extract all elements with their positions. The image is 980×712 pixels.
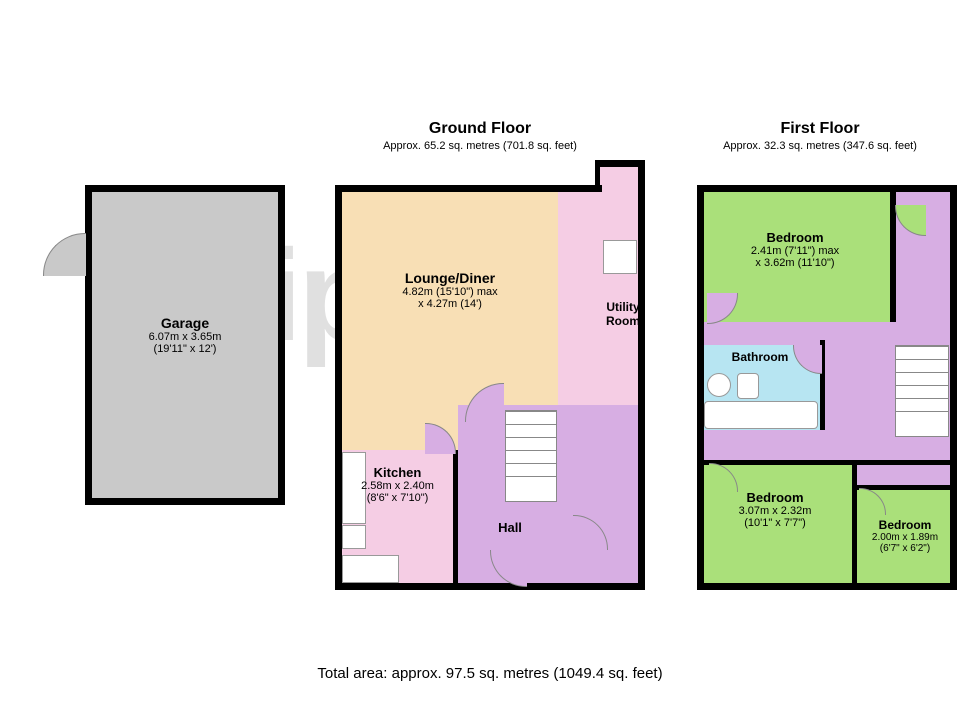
first-floor-subtitle: Approx. 32.3 sq. metres (347.6 sq. feet) <box>690 140 950 152</box>
bedroom3-label: Bedroom 2.00m x 1.89m (6'7" x 6'2") <box>855 518 955 554</box>
first-floor-title: First Floor <box>690 120 950 138</box>
hall-label: Hall <box>480 520 540 535</box>
kitchen-hob <box>342 525 366 549</box>
toilet <box>737 373 759 399</box>
bedroom1-label: Bedroom 2.41m (7'11") max x 3.62m (11'10… <box>705 230 885 269</box>
garage-side-door <box>43 233 86 276</box>
floorplan-stage: Skippers Ground Floor Approx. 65.2 sq. m… <box>0 0 980 712</box>
first-stairs <box>895 345 949 437</box>
landing-below-bath <box>697 430 825 465</box>
kitchen-sink <box>342 555 399 583</box>
ground-stairs <box>505 410 557 502</box>
closet-mid <box>852 460 957 490</box>
kitchen-label: Kitchen 2.58m x 2.40m (8'6" x 7'10") <box>340 465 455 504</box>
utility-label: UtilityRoom <box>598 300 648 329</box>
ground-floor-subtitle: Approx. 65.2 sq. metres (701.8 sq. feet) <box>330 140 630 152</box>
bath-sink <box>707 373 731 397</box>
garage-label: Garage 6.07m x 3.65m (19'11" x 12') <box>85 315 285 355</box>
bathtub <box>704 401 818 429</box>
total-area-text: Total area: approx. 97.5 sq. metres (104… <box>0 665 980 682</box>
ground-floor-title: Ground Floor <box>330 120 630 138</box>
bathroom-label: Bathroom <box>700 350 820 364</box>
bedroom2-label: Bedroom 3.07m x 2.32m (10'1" x 7'7") <box>700 490 850 529</box>
lounge-label: Lounge/Diner 4.82m (15'10") max x 4.27m … <box>345 270 555 310</box>
utility-sink <box>603 240 637 274</box>
